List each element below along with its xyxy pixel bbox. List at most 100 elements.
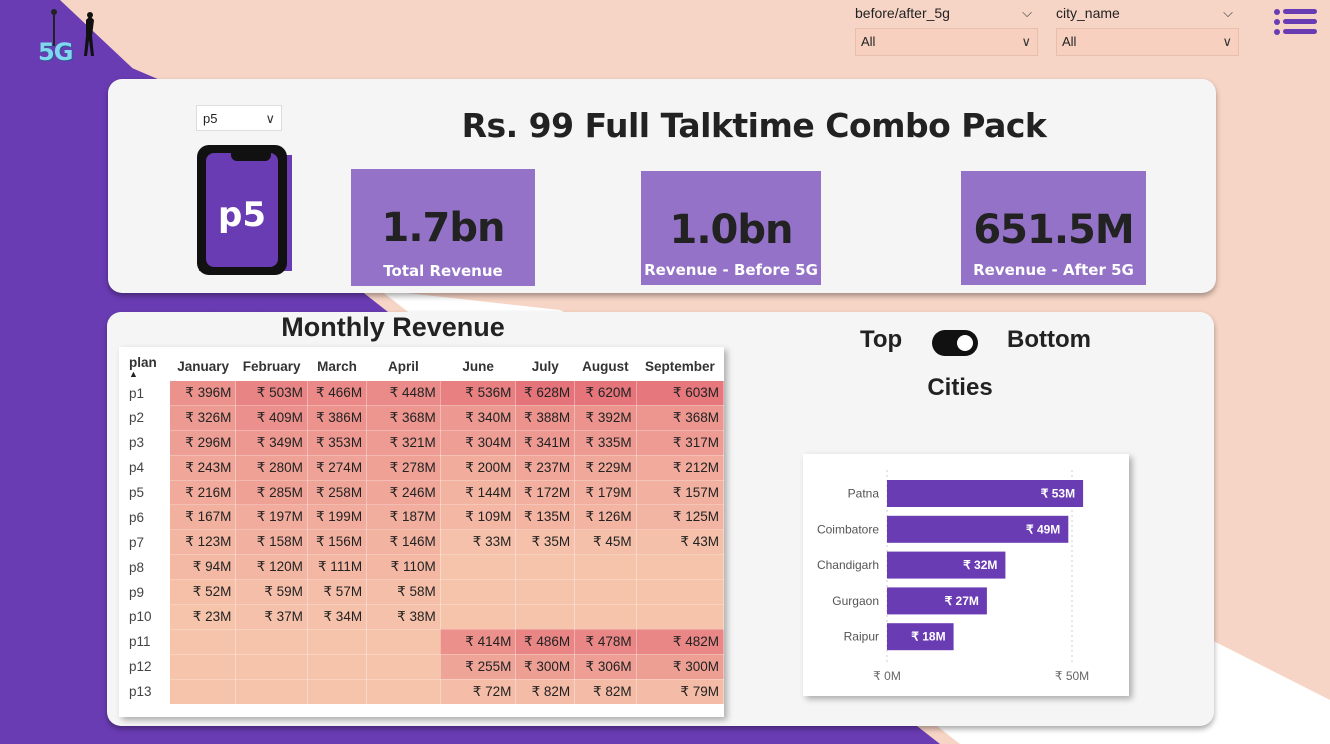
- chevron-down-icon[interactable]: ⌵: [1022, 5, 1032, 20]
- table-cell: ₹ 37M: [235, 604, 308, 630]
- table-cell: ₹ 144M: [440, 480, 517, 506]
- table-row: p9 ₹ 52M ₹ 59M ₹ 57M ₹ 58M: [125, 579, 725, 606]
- table-cell: ₹ 43M: [636, 529, 725, 556]
- x-tick-label: ₹ 50M: [1055, 669, 1089, 683]
- toggle-bottom-label: Bottom: [1007, 326, 1091, 353]
- category-label: Raipur: [844, 630, 879, 644]
- row-label: p12: [125, 654, 171, 680]
- column-header-plan[interactable]: plan ▲: [125, 351, 170, 381]
- bar-patna[interactable]: [887, 480, 1084, 507]
- table-cell: [235, 679, 308, 705]
- table-cell: ₹ 94M: [170, 554, 237, 581]
- plan-selector[interactable]: p5 ∨: [196, 105, 282, 131]
- table-cell: [574, 604, 637, 630]
- table-cell: ₹ 296M: [170, 430, 237, 456]
- logo-text: 5G: [38, 38, 73, 66]
- table-cell: ₹ 628M: [515, 381, 576, 406]
- table-cell: ₹ 52M: [170, 579, 237, 606]
- row-label: p13: [125, 679, 171, 705]
- table-cell: ₹ 396M: [170, 381, 237, 406]
- chevron-down-icon[interactable]: ⌵: [1223, 5, 1233, 20]
- bar-raipur[interactable]: [887, 623, 954, 651]
- column-header-january[interactable]: January: [177, 358, 229, 374]
- table-cell: ₹ 300M: [636, 654, 725, 680]
- table-cell: [515, 579, 576, 606]
- chevron-down-icon: ∨: [1021, 34, 1031, 49]
- before-after-slicer[interactable]: before/after_5g ⌵ All ∨: [855, 2, 1038, 56]
- before-after-dropdown[interactable]: All ∨: [855, 28, 1038, 56]
- table-cell: [366, 629, 441, 655]
- table-cell: ₹ 409M: [235, 405, 308, 431]
- kpi-label: Revenue - After 5G: [973, 261, 1134, 279]
- table-cell: ₹ 34M: [307, 604, 368, 630]
- table-cell: ₹ 82M: [574, 679, 637, 705]
- menu-list-icon[interactable]: [1274, 9, 1318, 39]
- category-label: Gurgaon: [832, 594, 879, 608]
- top-bottom-toggle[interactable]: [932, 330, 978, 356]
- row-label: p4: [125, 455, 171, 481]
- table-cell: ₹ 111M: [307, 554, 368, 581]
- sort-ascending-icon[interactable]: ▲: [129, 368, 138, 379]
- table-row: p13 ₹ 72M ₹ 82M ₹ 82M ₹ 79M: [125, 679, 725, 705]
- cities-bar-chart: ₹ 0M ₹ 50M Patna ₹ 53M Coimbatore ₹ 49M Chandi…: [803, 454, 1129, 696]
- table-cell: ₹ 216M: [170, 480, 237, 506]
- kpi-value: 1.7bn: [381, 205, 506, 251]
- bar-gurgaon[interactable]: [887, 587, 987, 615]
- table-cell: ₹ 392M: [574, 405, 637, 431]
- table-cell: [440, 604, 517, 630]
- table-cell: [440, 554, 517, 581]
- table-row: p6 ₹ 167M ₹ 197M ₹ 199M ₹ 187M ₹ 109M ₹ 135M ₹ …: [125, 504, 725, 531]
- table-cell: ₹ 23M: [170, 604, 237, 630]
- table-cell: ₹ 285M: [235, 480, 308, 506]
- table-cell: ₹ 200M: [440, 455, 517, 481]
- row-label: p11: [125, 629, 171, 655]
- table-cell: [515, 604, 576, 630]
- table-cell: ₹ 38M: [366, 604, 441, 630]
- column-header-april[interactable]: April: [388, 358, 419, 374]
- table-cell: ₹ 126M: [574, 504, 637, 531]
- city-slicer[interactable]: city_name ⌵ All ∨: [1056, 2, 1239, 56]
- table-cell: [366, 654, 441, 680]
- row-label: p7: [125, 529, 171, 555]
- table-row: p12 ₹ 255M ₹ 300M ₹ 306M ₹ 300M: [125, 654, 725, 680]
- column-header-march[interactable]: March: [317, 358, 357, 374]
- column-header-july[interactable]: July: [531, 358, 559, 374]
- row-label: p9: [125, 579, 171, 605]
- cities-title: Cities: [927, 374, 993, 401]
- column-header-february[interactable]: February: [242, 358, 301, 374]
- table-cell: ₹ 58M: [366, 579, 441, 606]
- table-cell: [235, 629, 308, 655]
- before-after-value: All: [861, 34, 876, 49]
- monthly-revenue-matrix: plan ▲ January February March April June July Au…: [119, 347, 725, 717]
- table-cell: ₹ 386M: [307, 405, 368, 431]
- bar-coimbatore[interactable]: [887, 515, 1069, 543]
- column-header-june[interactable]: June: [462, 358, 494, 374]
- column-header-august[interactable]: August: [582, 358, 629, 374]
- city-dropdown[interactable]: All ∨: [1056, 28, 1239, 56]
- table-cell: [307, 629, 368, 655]
- kpi-revenue-before: 1.0bn Revenue - Before 5G: [641, 171, 821, 285]
- kpi-label: Total Revenue: [383, 262, 503, 280]
- table-cell: ₹ 135M: [515, 504, 576, 531]
- table-cell: ₹ 110M: [366, 554, 441, 581]
- bar-chandigarh[interactable]: [887, 551, 1006, 579]
- row-label: p3: [125, 430, 171, 456]
- city-value: All: [1062, 34, 1077, 49]
- x-tick-label: ₹ 0M: [873, 669, 901, 683]
- table-cell: [366, 679, 441, 705]
- table-cell: ₹ 335M: [574, 430, 637, 456]
- table-cell: ₹ 229M: [574, 455, 637, 481]
- table-cell: [574, 579, 637, 606]
- table-row: p11 ₹ 414M ₹ 486M ₹ 478M ₹ 482M: [125, 629, 725, 655]
- table-cell: ₹ 79M: [636, 679, 725, 705]
- table-cell: ₹ 349M: [235, 430, 308, 456]
- table-cell: [574, 554, 637, 581]
- table-row: p3 ₹ 296M ₹ 349M ₹ 353M ₹ 321M ₹ 304M ₹ 341M ₹ …: [125, 430, 725, 456]
- data-label: ₹ 18M: [911, 630, 945, 644]
- table-cell: ₹ 388M: [515, 405, 576, 431]
- column-header-september[interactable]: September: [644, 358, 715, 374]
- table-cell: ₹ 167M: [170, 504, 237, 531]
- table-cell: ₹ 258M: [307, 480, 368, 506]
- table-cell: ₹ 158M: [235, 529, 308, 556]
- table-cell: ₹ 33M: [440, 529, 517, 556]
